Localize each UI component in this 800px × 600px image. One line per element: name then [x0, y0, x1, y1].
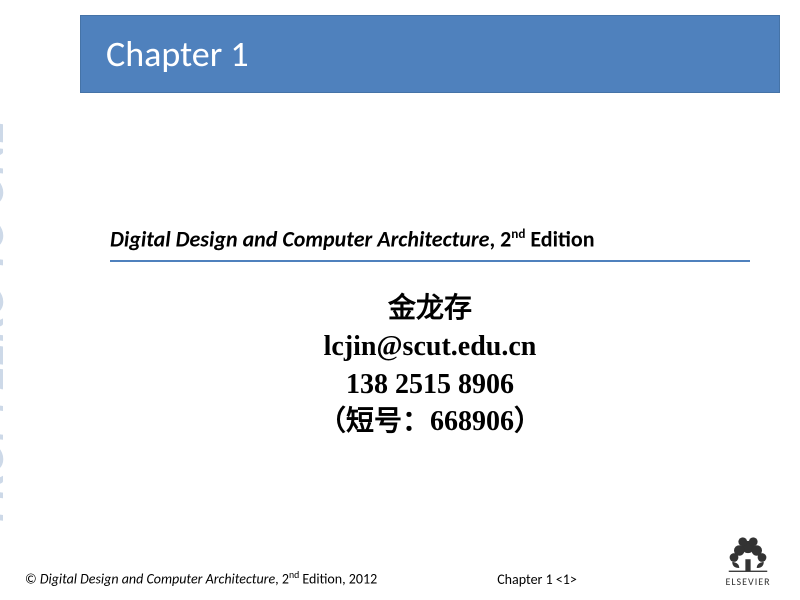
book-title-line: Digital Design and Computer Architecture…: [110, 225, 750, 262]
copyright-symbol: ©: [25, 571, 40, 588]
copyright-ed-ord: nd: [289, 569, 299, 581]
footer-copyright: © Digital Design and Computer Architectu…: [25, 569, 377, 588]
contact-email: lcjin@scut.edu.cn: [110, 328, 750, 366]
book-title-ed-ord: nd: [511, 225, 525, 242]
book-title-main: Digital Design and Computer Architecture: [110, 225, 489, 252]
contact-block: 金龙存 lcjin@scut.edu.cn 138 2515 8906 （短号：…: [110, 290, 750, 441]
side-text-shadow: FROM ZERO TO ONE: [0, 120, 16, 522]
publisher-name: ELSEVIER: [725, 575, 770, 588]
footer: © Digital Design and Computer Architectu…: [25, 533, 775, 588]
copyright-sep: ,: [275, 571, 282, 588]
book-title-ed-num: 2: [500, 225, 511, 252]
chapter-title: Chapter 1: [106, 32, 249, 76]
chapter-title-bar: Chapter 1: [80, 15, 780, 93]
publisher-logo: ELSEVIER: [721, 533, 775, 588]
book-title-ed-word: Edition: [525, 225, 594, 252]
footer-left: © Digital Design and Computer Architectu…: [25, 569, 721, 588]
book-title-sep: ,: [489, 225, 500, 252]
contact-name: 金龙存: [110, 290, 750, 328]
copyright-suffix: Edition, 2012: [299, 571, 377, 588]
side-text-front: FROM ZERO TO ONE: [0, 116, 2, 518]
copyright-ed-num: 2: [282, 571, 289, 588]
elsevier-tree-icon: [721, 533, 775, 575]
copyright-title: Digital Design and Computer Architecture: [40, 571, 275, 588]
contact-phone: 138 2515 8906: [110, 366, 750, 404]
footer-slide-number: Chapter 1 <1>: [497, 571, 577, 588]
contact-short: （短号：668906）: [110, 403, 750, 441]
